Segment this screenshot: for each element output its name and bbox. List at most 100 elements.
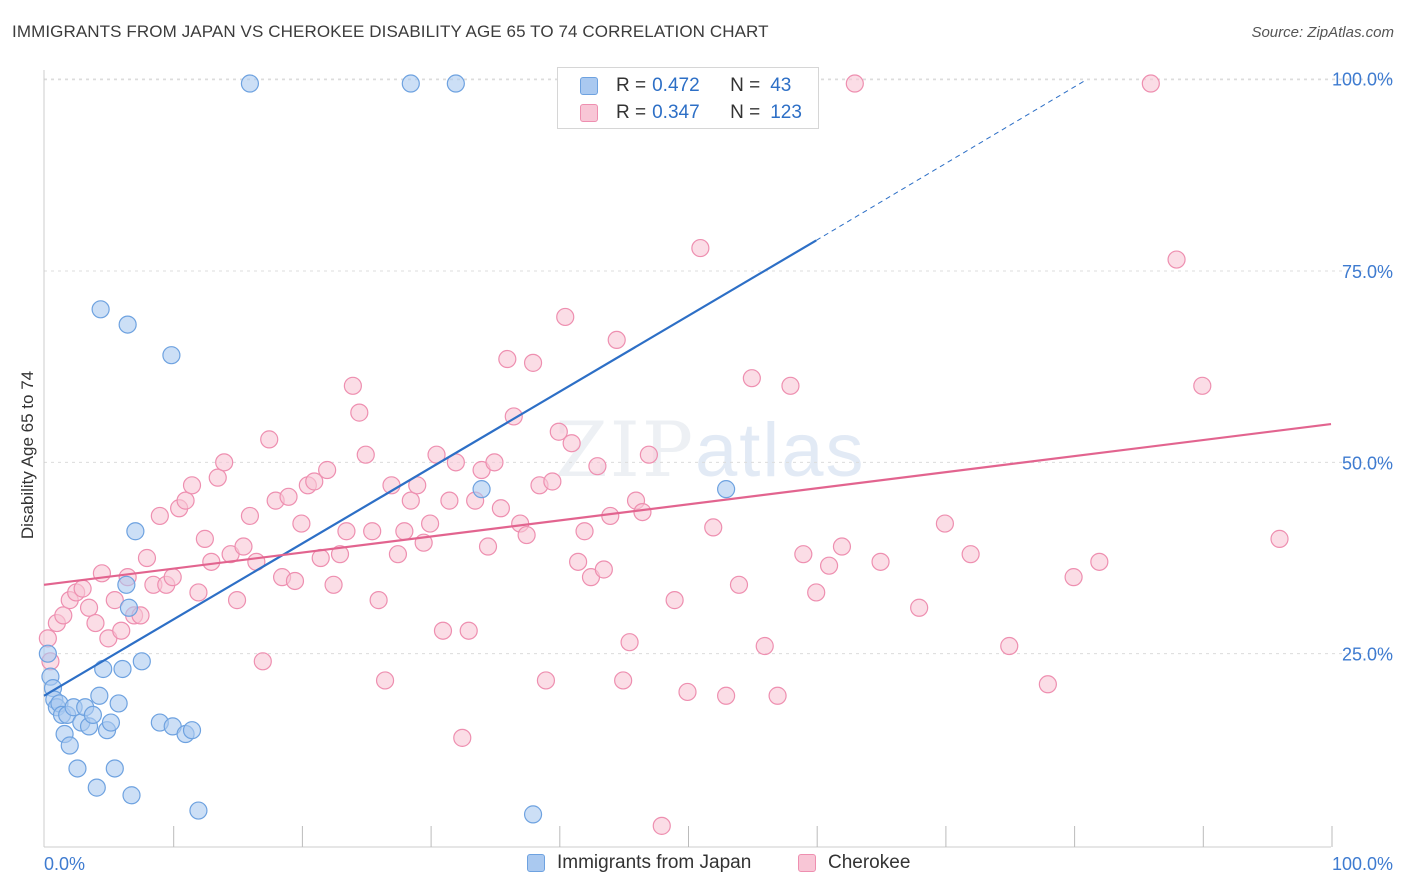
point-japan	[182, 721, 202, 740]
legend-item-japan[interactable]: Immigrants from Japan	[527, 852, 751, 874]
point-cherokee	[375, 671, 395, 690]
point-cherokee	[478, 537, 498, 556]
trendline-extension-japan	[815, 79, 1087, 241]
point-japan	[101, 713, 121, 732]
point-cherokee	[440, 491, 459, 510]
point-cherokee	[523, 353, 543, 372]
point-japan	[113, 659, 132, 679]
point-cherokee	[614, 671, 633, 690]
trendline-japan	[43, 239, 817, 697]
point-cherokee	[871, 552, 890, 571]
point-cherokee	[1064, 568, 1083, 587]
point-cherokee	[665, 591, 684, 610]
point-cherokee	[337, 522, 356, 541]
point-cherokee	[227, 591, 247, 610]
point-japan	[109, 694, 128, 713]
point-cherokee	[543, 472, 562, 491]
point-cherokee	[176, 491, 195, 510]
point-cherokee	[292, 514, 311, 533]
point-japan	[122, 786, 141, 805]
point-cherokee	[562, 434, 581, 453]
point-cherokee	[607, 330, 626, 350]
point-cherokee	[73, 579, 92, 598]
point-cherokee	[678, 682, 697, 702]
point-cherokee	[388, 545, 408, 564]
point-japan	[446, 74, 465, 93]
point-cherokee	[704, 518, 723, 537]
point-japan	[189, 801, 208, 820]
point-cherokee	[819, 556, 839, 575]
x-tick-label-100: 100.0%	[1332, 854, 1393, 874]
point-cherokee	[215, 453, 234, 472]
point-cherokee	[324, 575, 343, 594]
point-cherokee	[79, 598, 99, 617]
point-cherokee	[652, 816, 671, 835]
point-cherokee	[633, 502, 652, 522]
point-cherokee	[549, 422, 568, 441]
point-cherokee	[588, 457, 607, 476]
point-japan	[38, 644, 57, 663]
point-cherokee	[330, 545, 350, 564]
legend-swatch-cherokee	[798, 854, 816, 872]
point-cherokee	[240, 506, 260, 526]
source-label: Source: ZipAtlas.com	[1251, 24, 1394, 41]
point-japan	[118, 315, 137, 334]
point-cherokee	[137, 548, 157, 568]
point-cherokee	[459, 621, 478, 640]
point-cherokee	[569, 552, 588, 571]
point-japan	[132, 652, 151, 671]
point-cherokee	[717, 686, 736, 705]
point-cherokee	[691, 238, 710, 258]
legend-r-value: 0.347	[652, 102, 700, 123]
correlation-legend: R = 0.472 N = 43 R = 0.347 N = 123	[557, 67, 819, 129]
point-japan	[91, 300, 110, 319]
point-japan	[117, 575, 136, 594]
legend-n-value: 123	[770, 102, 802, 123]
trendline-cherokee	[43, 422, 1332, 586]
point-cherokee	[729, 575, 749, 594]
point-cherokee	[395, 522, 414, 541]
point-cherokee	[253, 652, 272, 671]
watermark-atlas: atlas	[694, 408, 866, 493]
point-cherokee	[163, 568, 182, 587]
point-cherokee	[363, 522, 382, 541]
point-cherokee	[105, 591, 124, 610]
point-cherokee	[742, 369, 761, 388]
point-cherokee	[845, 74, 864, 93]
point-japan	[126, 522, 145, 541]
point-japan	[90, 686, 109, 705]
point-japan	[119, 598, 139, 617]
point-japan	[401, 74, 420, 93]
point-japan	[94, 659, 113, 679]
point-japan	[523, 805, 543, 824]
point-cherokee	[556, 307, 575, 327]
point-cherokee	[498, 349, 517, 369]
legend-swatch-japan	[527, 854, 545, 872]
point-cherokee	[195, 529, 214, 548]
point-cherokee	[38, 629, 57, 648]
point-cherokee	[54, 606, 73, 625]
point-cherokee	[1193, 376, 1212, 395]
point-cherokee	[755, 636, 774, 656]
watermark: ZIPatlas	[555, 405, 866, 494]
point-cherokee	[401, 491, 420, 510]
point-cherokee	[594, 560, 613, 579]
legend-n-label: N =	[730, 102, 761, 123]
legend-item-cherokee[interactable]: Cherokee	[798, 852, 910, 874]
point-cherokee	[279, 487, 298, 506]
legend-n-value: 43	[770, 75, 792, 96]
point-cherokee	[832, 537, 852, 556]
point-cherokee	[1038, 675, 1057, 694]
point-cherokee	[1090, 552, 1109, 571]
legend-label-cherokee: Cherokee	[828, 852, 911, 873]
series-legend: Immigrants from Japan Cherokee	[0, 852, 1406, 878]
y-tick-label-50: 50.0%	[1342, 453, 1393, 473]
point-japan	[68, 759, 87, 778]
point-japan	[240, 74, 260, 93]
point-cherokee	[234, 537, 253, 556]
point-cherokee	[575, 522, 594, 541]
point-cherokee	[182, 476, 202, 495]
point-japan	[162, 346, 181, 365]
point-cherokee	[910, 598, 929, 617]
